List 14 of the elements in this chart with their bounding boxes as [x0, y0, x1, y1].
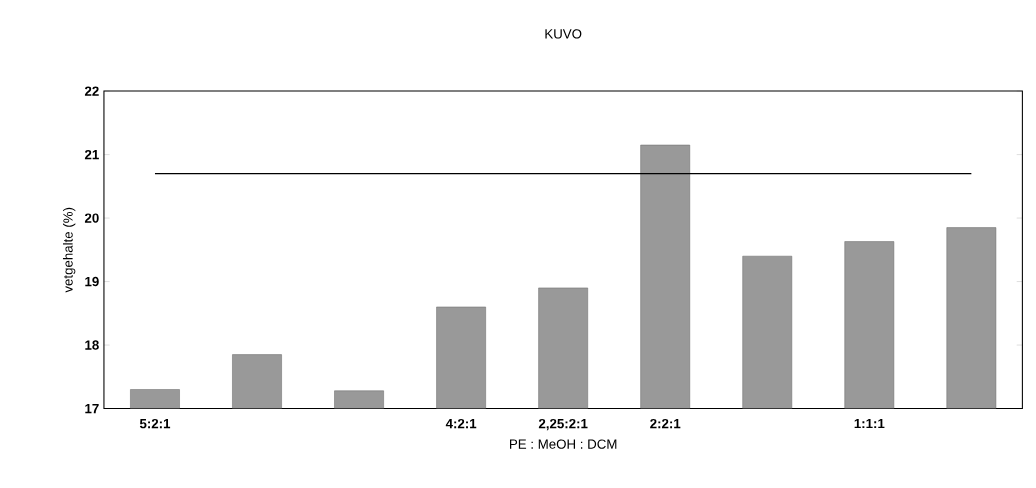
- x-axis-title: PE : MeOH : DCM: [510, 439, 617, 449]
- x-tick-label: 5:2:1: [139, 418, 171, 429]
- x-tick-label: 1:1:1: [854, 418, 885, 429]
- y-tick-label: 20: [84, 213, 99, 223]
- y-tick-label: 17: [85, 404, 99, 414]
- y-tick-label: 22: [84, 86, 99, 96]
- x-tick-label: 2:2:1: [650, 418, 681, 429]
- y-tick-label: 18: [85, 340, 99, 350]
- chart-title: KUVO: [545, 29, 582, 39]
- x-tick-label: 4:2:1: [445, 418, 477, 429]
- y-axis-title: vetgehalte (%): [62, 207, 76, 293]
- x-tick-label: 2,25:2:1: [538, 418, 588, 431]
- y-tick-label: 19: [85, 276, 99, 287]
- y-tick-label: 21: [84, 149, 99, 160]
